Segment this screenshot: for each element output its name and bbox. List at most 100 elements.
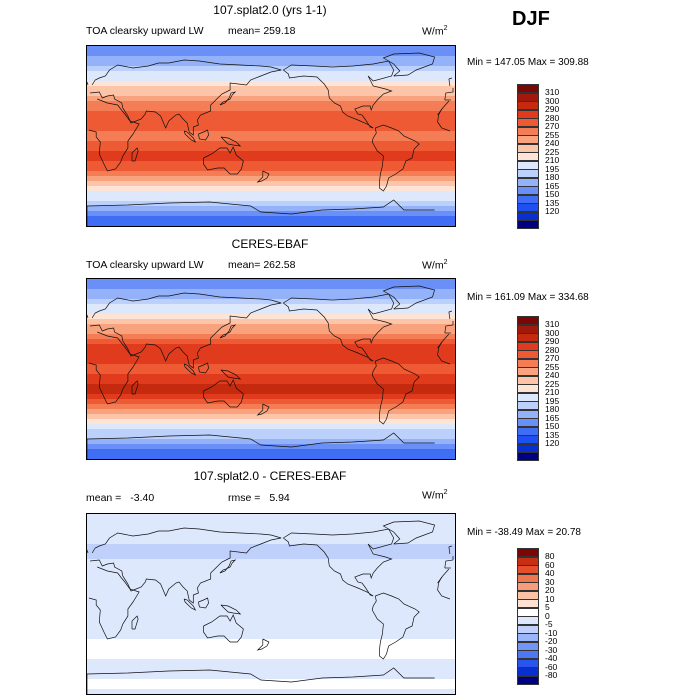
colorbar-tick-label: 150 <box>545 189 560 199</box>
zonal-band <box>87 221 455 226</box>
zonal-band <box>87 659 455 665</box>
zonal-band <box>87 151 455 157</box>
coastline-britain <box>87 81 89 86</box>
colorbar-tick-label: 195 <box>545 163 560 174</box>
coastline-new-guinea <box>220 369 242 380</box>
zonal-bands <box>87 514 455 694</box>
panel-2-mean-label: mean= <box>228 259 261 271</box>
colorbar-tick-label: 180 <box>545 172 560 182</box>
panel-2-units-exp: 2 <box>443 259 448 266</box>
zonal-band <box>87 86 455 92</box>
zonal-band <box>87 629 455 635</box>
panel-1-variable-label: TOA clearsky upward LW <box>86 25 204 37</box>
coastline-antarctica <box>87 432 435 448</box>
zonal-band <box>87 334 455 340</box>
colorbar-tick-label: 195 <box>545 395 560 406</box>
colorbar-tick-label: -60 <box>545 661 558 672</box>
panel-3-rmse-label: rmse = <box>228 492 261 504</box>
colorbar-tick-label: 240 <box>545 138 560 148</box>
panel-3-map <box>86 513 456 695</box>
colorbar-tick-label: -80 <box>545 670 558 680</box>
zonal-band <box>87 141 455 147</box>
colorbar-tick-label: 225 <box>545 378 560 389</box>
zonal-band <box>87 76 455 82</box>
zonal-band <box>87 444 455 450</box>
zonal-band <box>87 594 455 600</box>
zonal-band <box>87 364 455 370</box>
zonal-band <box>87 374 455 380</box>
coastline-borneo <box>198 362 209 374</box>
coastline-australia <box>203 614 244 643</box>
panel-1-map-svg <box>87 46 455 226</box>
zonal-band <box>87 309 455 315</box>
zonal-band <box>87 394 455 400</box>
coastline-eurasia <box>444 556 454 569</box>
panel-1-colorbar: 310 300 290 280 270 255 240 225 210 195 180 165 150 1… <box>517 84 577 229</box>
panel-3-mean-label: mean = <box>86 492 122 504</box>
zonal-band <box>87 524 455 530</box>
colorbar-tick-label: 300 <box>545 327 560 338</box>
panel-3-units-text: W/m <box>422 489 444 502</box>
zonal-band <box>87 304 455 310</box>
zonal-band <box>87 369 455 375</box>
panel-1-mean-value: 259.18 <box>263 25 296 37</box>
zonal-band <box>87 111 455 117</box>
colorbar-tick-label: -30 <box>545 644 558 655</box>
coastline-eurasia <box>90 527 282 604</box>
coastline-eurasia <box>444 321 454 334</box>
zonal-band <box>87 389 455 395</box>
colorbar-tick-label: 210 <box>545 155 560 165</box>
coastline-britain <box>448 545 453 555</box>
panel-2-mean: mean= 262.58 <box>228 259 295 271</box>
panel-1-units-exp: 2 <box>443 25 448 32</box>
colorbar-swatch <box>517 452 539 461</box>
coastline-north-america <box>283 293 395 362</box>
colorbar-tick-label: 270 <box>545 121 560 131</box>
zonal-band <box>87 121 455 127</box>
zonal-bands <box>87 46 455 226</box>
zonal-band <box>87 639 455 645</box>
colorbar-tick-label: -5 <box>545 619 553 629</box>
zonal-band <box>87 384 455 390</box>
zonal-band <box>87 519 455 525</box>
zonal-band <box>87 634 455 640</box>
colorbar-tick-label: 165 <box>545 180 560 191</box>
coastline-north-america <box>283 528 395 597</box>
panel-1-minmax: Min = 147.05 Max = 309.88 <box>467 57 589 68</box>
zonal-band <box>87 449 455 455</box>
zonal-band <box>87 514 455 520</box>
zonal-band <box>87 554 455 560</box>
zonal-band <box>87 684 455 690</box>
colorbar-tick-label: 10 <box>545 593 555 604</box>
colorbar-tick-label: 30 <box>545 576 555 587</box>
zonal-band <box>87 196 455 202</box>
zonal-band <box>87 669 455 675</box>
colorbar-tick-label: 120 <box>545 206 560 216</box>
panel-3-rmse: rmse = 5.94 <box>228 492 290 504</box>
zonal-band <box>87 294 455 300</box>
zonal-band <box>87 424 455 430</box>
zonal-band <box>87 614 455 620</box>
colorbar-tick-label: 5 <box>545 602 550 612</box>
coastline-new-zealand <box>256 403 270 416</box>
zonal-band <box>87 539 455 545</box>
zonal-band <box>87 654 455 660</box>
coastline-africa <box>88 566 140 640</box>
panel-2-units-text: W/m <box>422 259 444 272</box>
zonal-band <box>87 339 455 345</box>
coastline-madagascar <box>131 380 139 395</box>
panel-2-minmax: Min = 161.09 Max = 334.68 <box>467 292 589 303</box>
zonal-band <box>87 216 455 222</box>
zonal-band <box>87 161 455 167</box>
zonal-band <box>87 624 455 630</box>
zonal-band <box>87 56 455 62</box>
coastline-africa <box>88 98 140 172</box>
colorbar-tick-label: 135 <box>545 197 560 208</box>
coastline-antarctica <box>87 199 435 215</box>
zonal-band <box>87 549 455 555</box>
colorbar-tick-label: 280 <box>545 344 560 355</box>
colorbar-tick-label: -10 <box>545 627 558 638</box>
zonal-band <box>87 534 455 540</box>
coastline-north-america <box>283 60 395 129</box>
zonal-band <box>87 81 455 87</box>
